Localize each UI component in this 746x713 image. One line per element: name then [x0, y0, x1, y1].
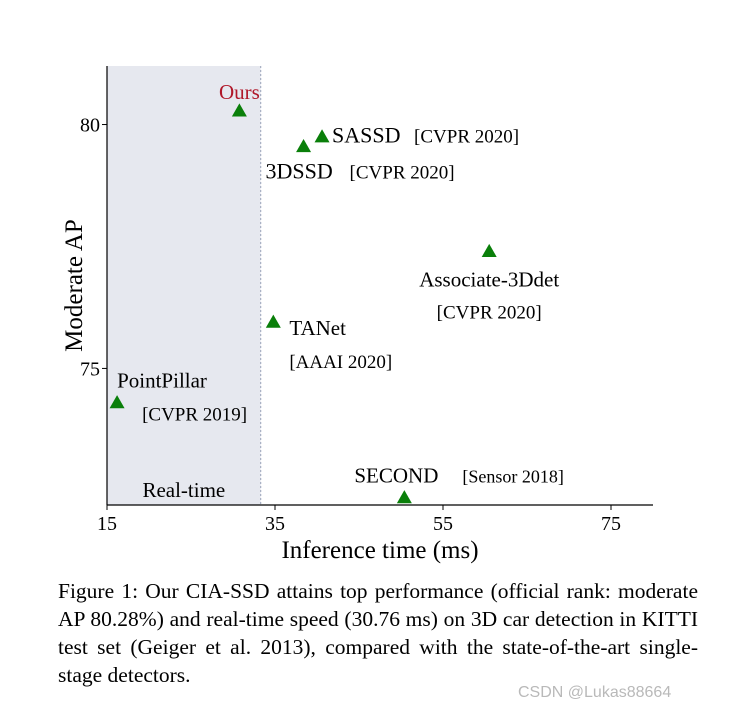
- caption-ap-value: 80.28%: [90, 607, 157, 631]
- caption-middle: ) and real-time speed (30.76 ms) on 3D c…: [58, 607, 698, 687]
- point-name-label: PointPillar: [117, 369, 207, 393]
- point-marker: [296, 138, 312, 153]
- watermark: CSDN @Lukas88664: [518, 684, 672, 701]
- y-axis-label: Moderate AP: [61, 219, 88, 352]
- point-marker: [231, 103, 247, 117]
- point-venue-label: [CVPR 2020]: [437, 302, 542, 323]
- point-venue-label: [Sensor 2018]: [462, 467, 564, 487]
- point-marker: [265, 314, 281, 328]
- point-name-label: 3DSSD: [266, 158, 333, 183]
- point-marker: [109, 395, 125, 409]
- point-marker: [481, 243, 497, 257]
- x-axis-label: Inference time (ms): [281, 537, 478, 564]
- point-name-label: Associate-3Ddet: [419, 267, 559, 291]
- x-tick-label: 35: [265, 513, 285, 535]
- point-name-label: SASSD: [332, 123, 400, 148]
- point-venue-label: [AAAI 2020]: [289, 352, 392, 373]
- point-venue-label: [CVPR 2019]: [142, 405, 247, 426]
- y-tick-label: 75: [80, 358, 100, 380]
- caption-prefix: Figure 1: Our CIA-SSD attains top perfor…: [58, 579, 698, 631]
- x-ticks: 15 35 55 75: [97, 505, 621, 535]
- point-name-label: Ours: [219, 80, 260, 104]
- x-tick-label: 15: [97, 513, 117, 535]
- data-points: Ours SASSD [CVPR 2020] 3DSSD [CVPR 2020] Asso…: [109, 80, 564, 504]
- y-ticks: 75 80: [80, 115, 107, 380]
- point-name-label: SECOND: [354, 464, 438, 488]
- y-tick-label: 80: [80, 115, 100, 137]
- scatter-chart: 15 35 55 75 75 80 Ours SASSD [CVPR 2020] 3DSSD […: [61, 66, 653, 564]
- point-name-label: TANet: [289, 316, 346, 340]
- point-venue-label: [CVPR 2020]: [350, 162, 455, 183]
- point-venue-label: [CVPR 2020]: [414, 127, 519, 148]
- point-marker: [396, 490, 412, 504]
- figure-caption: Figure 1: Our CIA-SSD attains top perfor…: [58, 577, 698, 689]
- x-tick-label: 75: [601, 513, 621, 535]
- realtime-label: Real-time: [142, 478, 225, 502]
- x-tick-label: 55: [433, 513, 453, 535]
- realtime-region: [107, 66, 261, 505]
- point-marker: [314, 129, 330, 143]
